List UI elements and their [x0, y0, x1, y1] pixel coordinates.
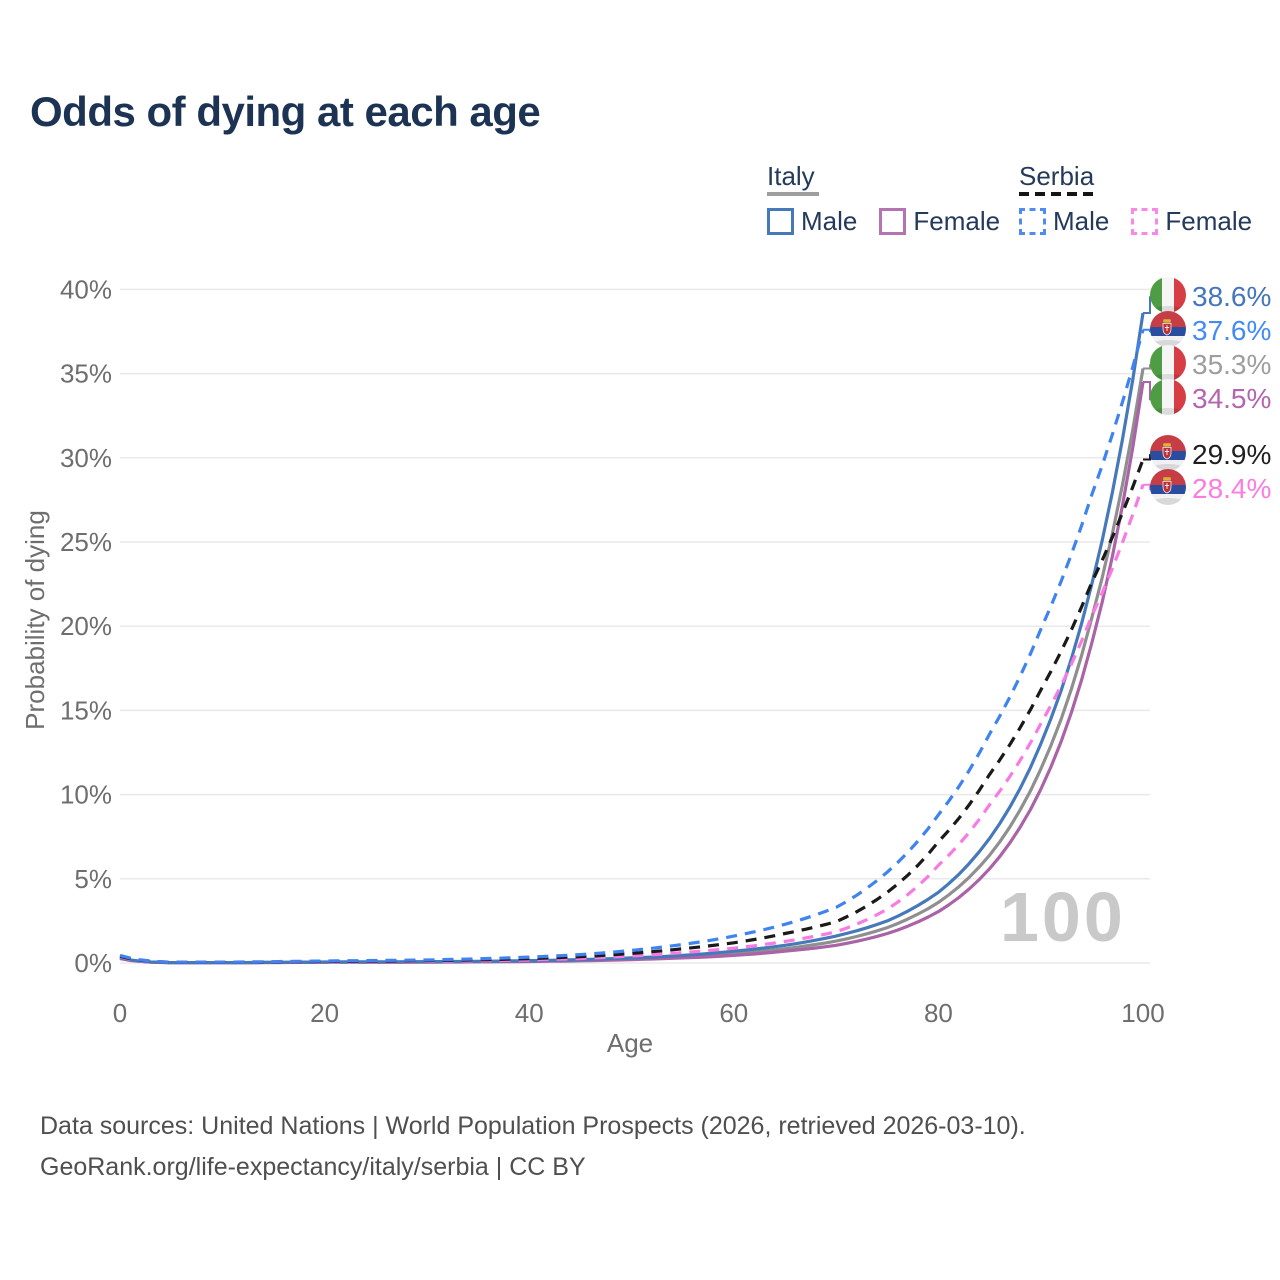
x-tick-label: 0 — [113, 998, 127, 1028]
y-tick-label: 35% — [60, 359, 112, 389]
series-line-serbia-male — [119, 329, 1145, 964]
series-end-value: 37.6% — [1192, 315, 1272, 347]
legend-item-serbia-male[interactable]: Male — [1019, 206, 1109, 237]
y-tick-label: 20% — [60, 611, 112, 641]
italy-flag-icon — [1150, 276, 1186, 318]
italy-flag-icon — [1150, 378, 1186, 420]
footer: Data sources: United Nations | World Pop… — [40, 1106, 1026, 1188]
page-title: Odds of dying at each age — [30, 88, 541, 135]
y-tick-label: 10% — [60, 780, 112, 810]
x-axis-title: Age — [607, 1028, 653, 1058]
legend-item-label: Male — [801, 206, 858, 236]
serbia-flag-icon — [1150, 434, 1186, 476]
legend-group-title-serbia: Serbia — [1019, 161, 1095, 191]
series-end-label-serbia-female: 28.4% — [1150, 468, 1272, 510]
series-end-label-serbia-male: 37.6% — [1150, 310, 1272, 352]
serbia-flag-icon — [1150, 468, 1186, 510]
y-tick-label: 5% — [74, 864, 112, 894]
legend-item-label: Female — [913, 206, 1001, 236]
series-line-italy-male — [119, 312, 1145, 965]
series-end-label-italy-female: 34.5% — [1150, 378, 1272, 420]
y-tick-label: 0% — [74, 948, 112, 978]
x-tick-label: 80 — [924, 998, 953, 1028]
legend-line-sample-serbia — [1019, 192, 1099, 196]
y-tick-label: 15% — [60, 695, 112, 725]
legend-item-serbia-female[interactable]: Female — [1131, 206, 1252, 237]
legend-swatch-italy-female — [879, 208, 907, 235]
series-end-value: 34.5% — [1192, 383, 1272, 415]
x-tick-label: 20 — [310, 998, 339, 1028]
series-end-label-italy-male: 38.6% — [1150, 276, 1272, 318]
series-end-value: 38.6% — [1192, 281, 1272, 313]
x-tick-label: 60 — [719, 998, 748, 1028]
series-end-label-serbia-all: 29.9% — [1150, 434, 1272, 476]
italy-flag-icon — [1150, 344, 1186, 386]
y-tick-label: 40% — [60, 274, 112, 304]
y-tick-label: 30% — [60, 443, 112, 473]
legend-swatch-italy-male — [767, 208, 794, 235]
legend-line-sample-italy — [767, 192, 819, 196]
x-tick-label: 40 — [515, 998, 544, 1028]
legend-item-italy-male[interactable]: Male — [767, 206, 857, 237]
series-end-value: 28.4% — [1192, 473, 1272, 505]
legend-group-italy: Italy Male Female — [767, 163, 1022, 237]
x-tick-label: 100 — [1121, 998, 1164, 1028]
legend-item-italy-female[interactable]: Female — [879, 206, 1000, 237]
legend-item-label: Female — [1165, 206, 1253, 236]
age-watermark: 100 — [1000, 878, 1126, 956]
series-end-value: 29.9% — [1192, 439, 1272, 471]
legend-group-serbia: Serbia Male Female — [1019, 163, 1274, 237]
series-end-value: 35.3% — [1192, 349, 1272, 381]
legend-item-label: Male — [1053, 206, 1110, 236]
legend-group-title-italy: Italy — [767, 161, 815, 191]
attribution-line: GeoRank.org/life-expectancy/italy/serbia… — [40, 1153, 586, 1181]
serbia-flag-icon — [1150, 310, 1186, 352]
legend-swatch-serbia-female — [1131, 208, 1159, 235]
y-tick-label: 25% — [60, 527, 112, 557]
y-axis-title: Probability of dying — [20, 510, 50, 730]
series-line-italy-female — [119, 381, 1145, 965]
series-line-serbia-female — [119, 484, 1145, 965]
series-end-label-italy-all: 35.3% — [1150, 344, 1272, 386]
legend-swatch-serbia-male — [1019, 208, 1046, 235]
data-sources-line: Data sources: United Nations | World Pop… — [40, 1112, 1026, 1140]
